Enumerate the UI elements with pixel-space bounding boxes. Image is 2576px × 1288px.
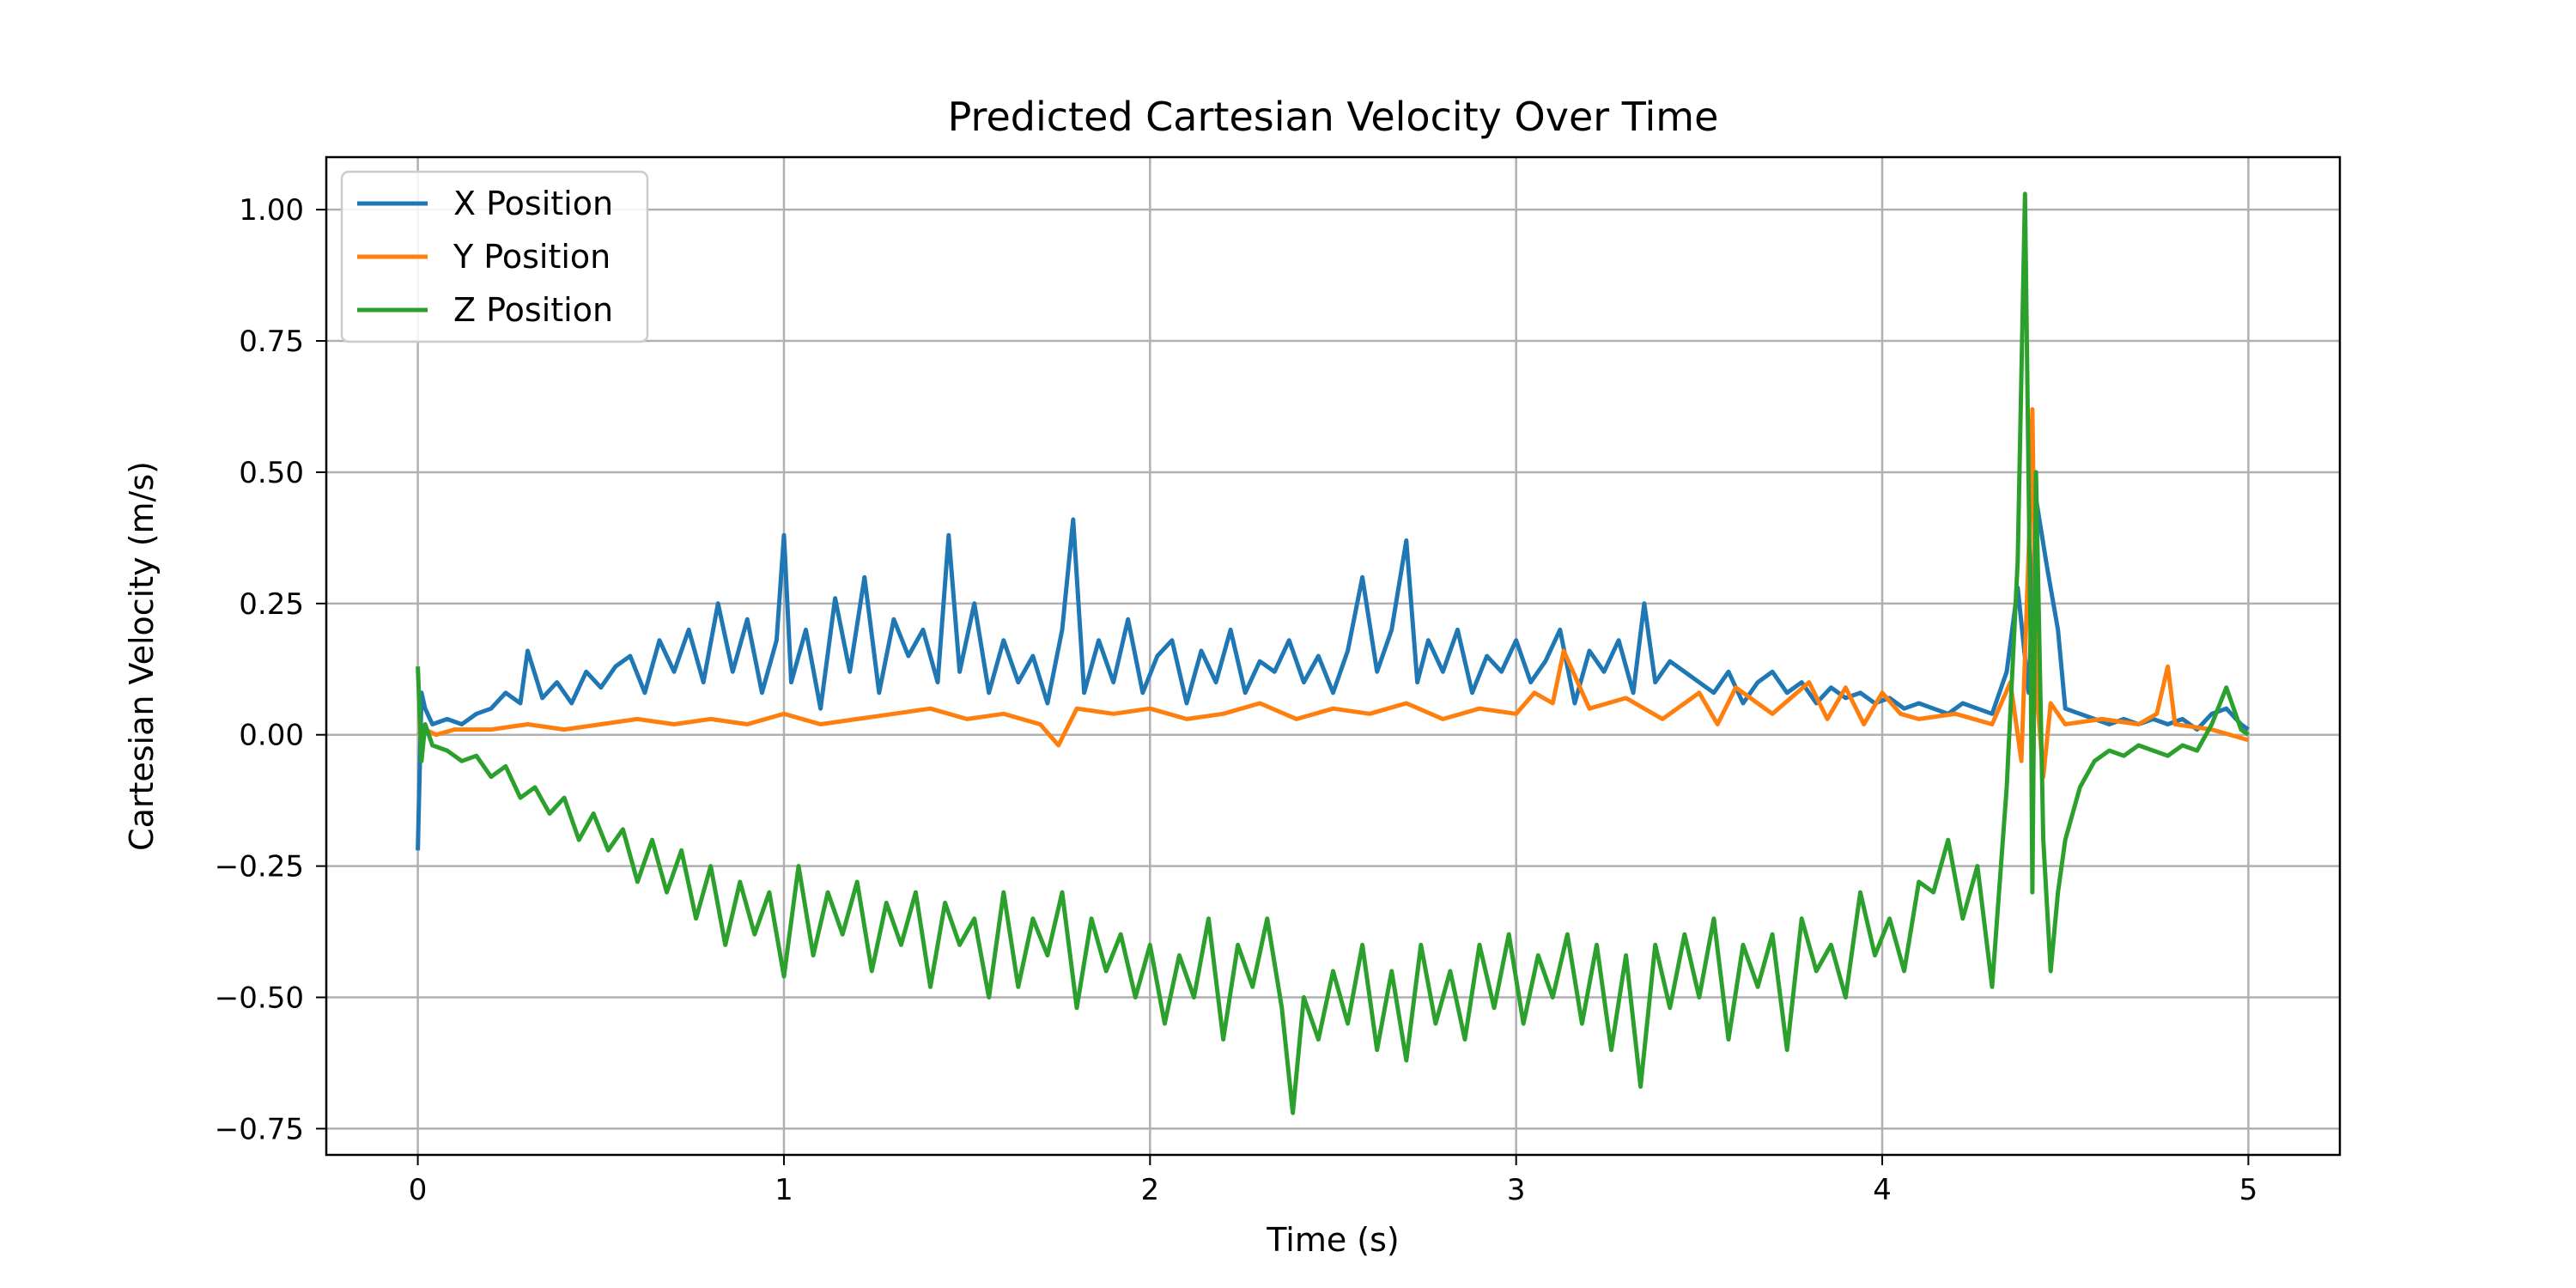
series-line-z-position: [416, 191, 2250, 1115]
y-tick-label: 0.00: [239, 719, 304, 753]
series-line-x-position: [416, 496, 2250, 851]
grid-layer: [326, 157, 2340, 1155]
y-tick-label: −0.50: [215, 981, 304, 1016]
y-tick-label: 0.75: [239, 325, 304, 359]
x-tick-label: 5: [2239, 1173, 2258, 1207]
x-tick-label: 1: [775, 1173, 793, 1207]
x-tick-label: 3: [1507, 1173, 1526, 1207]
plot-frame: [325, 155, 2342, 1157]
y-tick-label: 0.25: [239, 587, 304, 622]
x-tick-label: 4: [1873, 1173, 1892, 1207]
y-axis-label: Cartesian Velocity (m/s): [123, 461, 161, 851]
legend-box: [340, 170, 649, 343]
x-tick-label: 2: [1140, 1173, 1159, 1207]
legend: X Position Y Position Z Position: [340, 170, 649, 343]
legend-label: Y Position: [453, 238, 611, 276]
legend-label: Z Position: [453, 291, 613, 329]
y-tick-label: −0.75: [215, 1112, 304, 1146]
x-tick-label: 0: [409, 1173, 428, 1207]
legend-label: X Position: [453, 185, 613, 222]
series-layer: [416, 191, 2250, 1115]
y-tick-label: 0.50: [239, 456, 304, 490]
tick-layer: 0 1 2 3 4 5 −0.75 −0.50 −0.25 0.00 0.25 0.50 0.75 1.0…: [215, 193, 2257, 1207]
series-line-y-position: [416, 407, 2250, 780]
y-tick-label: 1.00: [239, 193, 304, 228]
y-tick-label: −0.25: [215, 850, 304, 884]
chart-title: Predicted Cartesian Velocity Over Time: [948, 94, 1719, 140]
x-axis-label: Time (s): [1266, 1221, 1400, 1259]
